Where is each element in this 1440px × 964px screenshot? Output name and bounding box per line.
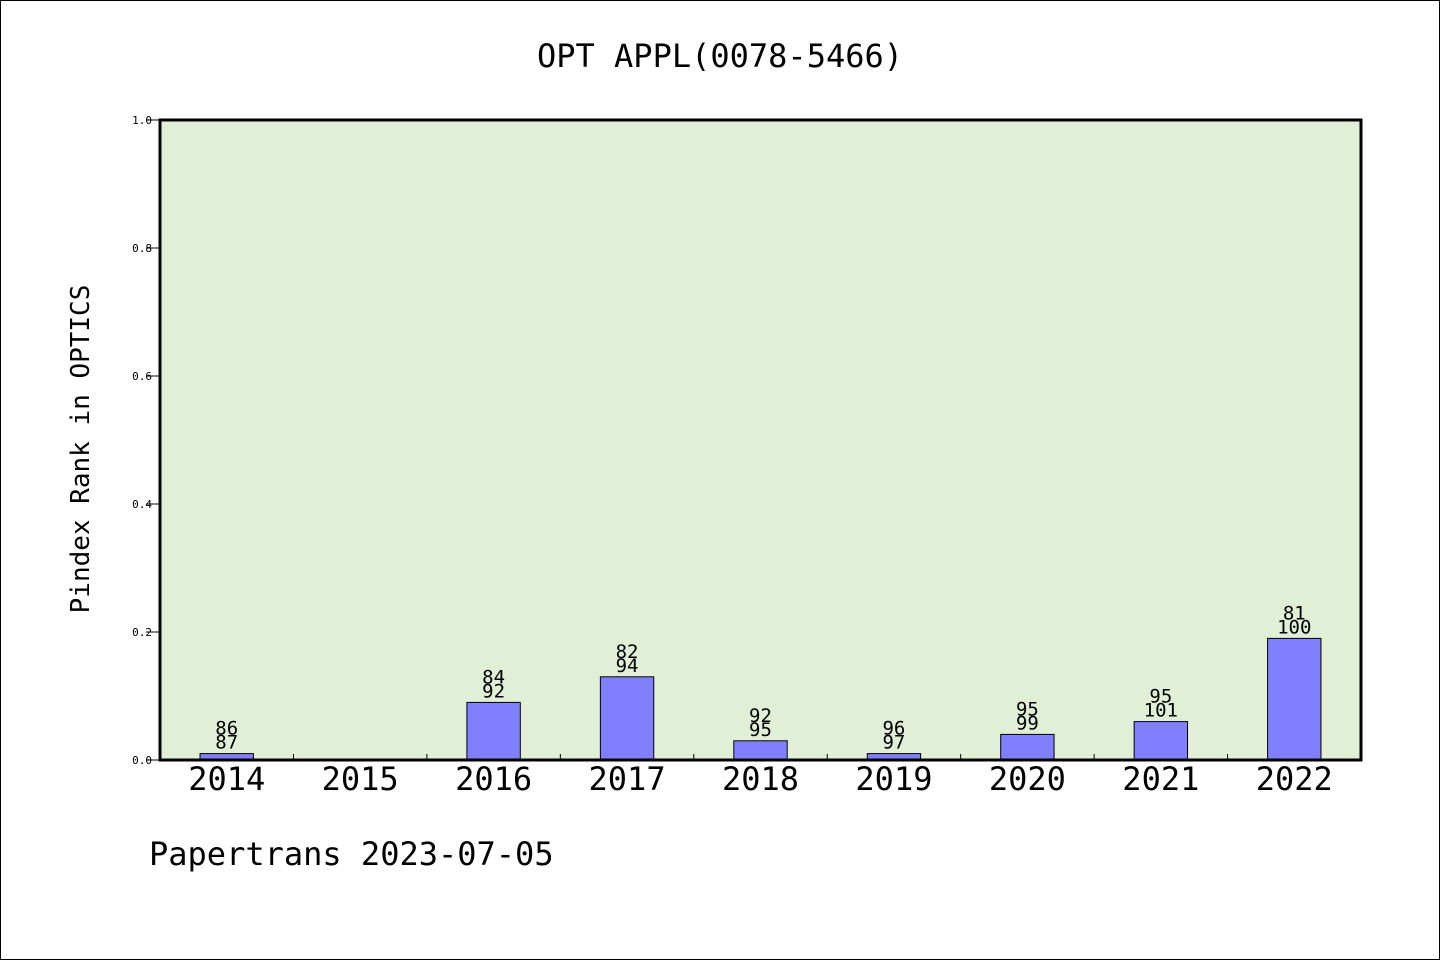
bar-2021 bbox=[1133, 721, 1189, 761]
bar-label-bottom-2018: 95 bbox=[749, 719, 772, 741]
y-axis: 0.0 0.2 0.4 0.6 0.8 1.0 bbox=[132, 114, 160, 767]
bar-2017 bbox=[599, 676, 655, 761]
bar-label-top-2022: 81 bbox=[1283, 602, 1306, 624]
x-tick-label-2014: 2014 bbox=[188, 760, 265, 798]
x-tick-label-2021: 2021 bbox=[1122, 760, 1199, 798]
bar-2016 bbox=[466, 701, 521, 761]
bars-group bbox=[199, 637, 1322, 761]
x-tick-label-2020: 2020 bbox=[989, 760, 1066, 798]
bar-label-top-2014: 86 bbox=[215, 718, 238, 740]
bar-label-top-2021: 95 bbox=[1149, 686, 1172, 708]
x-tick-label-2022: 2022 bbox=[1256, 760, 1333, 798]
bar-label-top-2019: 96 bbox=[882, 718, 905, 740]
y-tick-label: 1.0 bbox=[132, 114, 152, 127]
bar-label-top-2018: 92 bbox=[749, 705, 772, 727]
y-tick-label: 0.0 bbox=[132, 754, 152, 767]
bar-label-top-2016: 84 bbox=[482, 666, 505, 688]
bar-label-bottom-2022: 100 bbox=[1277, 616, 1311, 638]
plot-area bbox=[160, 120, 1361, 760]
x-tick-label-2018: 2018 bbox=[722, 760, 799, 798]
y-tick-label: 0.2 bbox=[132, 626, 152, 639]
bar-label-bottom-2020: 99 bbox=[1016, 712, 1039, 734]
bar-label-bottom-2017: 94 bbox=[616, 655, 639, 677]
bar-label-bottom-2021: 101 bbox=[1144, 700, 1178, 722]
x-tick-label-2017: 2017 bbox=[589, 760, 666, 798]
bar-2020 bbox=[1000, 733, 1055, 761]
bar-label-bottom-2016: 92 bbox=[482, 680, 505, 702]
y-tick-label: 0.4 bbox=[132, 498, 152, 511]
bar-label-top-2020: 95 bbox=[1016, 698, 1039, 720]
bar-label-bottom-2014: 87 bbox=[215, 732, 238, 754]
plot-border bbox=[158, 118, 1363, 762]
x-tick-label-2015: 2015 bbox=[322, 760, 399, 798]
bar-label-top-2017: 82 bbox=[616, 641, 639, 663]
x-tick-label-2016: 2016 bbox=[455, 760, 532, 798]
y-tick-label: 0.8 bbox=[132, 242, 152, 255]
footer-credit: Papertrans 2023-07-05 bbox=[149, 835, 554, 873]
x-tick-label-2019: 2019 bbox=[855, 760, 932, 798]
x-axis: 2014 2015 2016 2017 2018 2019 2020 2021 2022 bbox=[188, 754, 1333, 798]
bar-2018 bbox=[733, 740, 788, 761]
chart-title: OPT APPL(0078-5466) bbox=[537, 37, 903, 75]
bar-2022 bbox=[1267, 637, 1322, 761]
y-tick-label: 0.6 bbox=[132, 370, 152, 383]
y-axis-label: Pindex Rank in OPTICS bbox=[66, 285, 96, 614]
bar-label-bottom-2019: 97 bbox=[882, 732, 905, 754]
